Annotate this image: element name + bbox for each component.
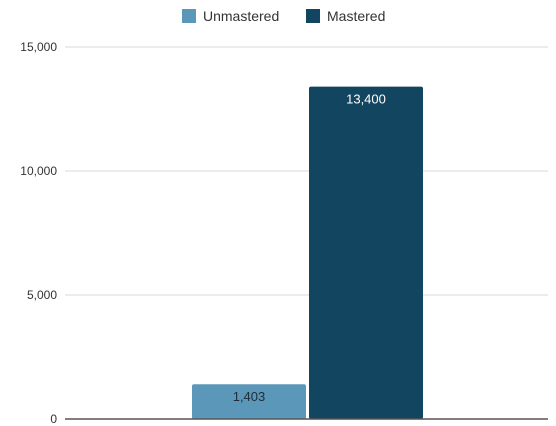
y-axis-tick-labels: 0 5,000 10,000 15,000	[20, 40, 57, 426]
data-label-unmastered: 1,403	[233, 389, 266, 404]
y-tick-label: 10,000	[20, 164, 57, 178]
legend: Unmastered Mastered	[182, 8, 385, 24]
gridlines	[65, 46, 548, 296]
y-tick-label: 5,000	[27, 288, 57, 302]
y-tick-label: 15,000	[20, 40, 57, 54]
bar-unmastered	[192, 384, 306, 419]
legend-label-unmastered: Unmastered	[203, 8, 279, 24]
y-tick-label: 0	[50, 412, 57, 426]
bars	[192, 86, 423, 420]
data-labels: 1,403 13,400	[233, 92, 386, 405]
legend-label-mastered: Mastered	[327, 8, 385, 24]
legend-swatch-mastered	[306, 9, 320, 23]
data-label-mastered: 13,400	[346, 92, 386, 107]
legend-swatch-unmastered	[182, 9, 196, 23]
bar-mastered	[309, 86, 423, 420]
